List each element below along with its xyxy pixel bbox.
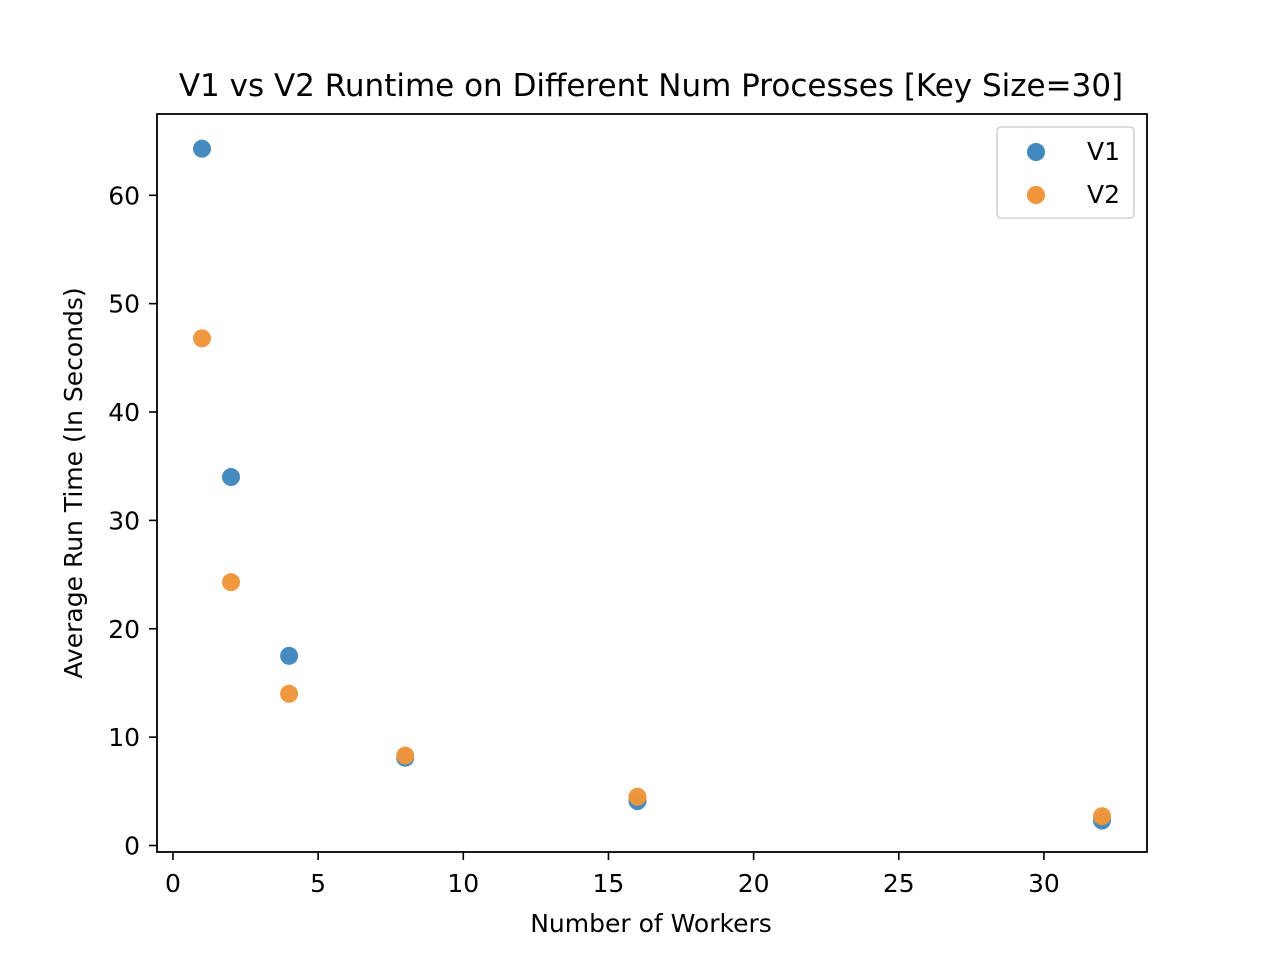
plot-area: 0 5 10 15 20 25 30 0 10 20 30 40 50 60 <box>108 113 1148 898</box>
legend-label-v1: V1 <box>1087 137 1120 166</box>
legend-marker-v2 <box>1027 186 1045 204</box>
data-point-v2 <box>280 684 299 703</box>
x-tick-label: 10 <box>447 869 479 898</box>
data-point-v1 <box>222 468 241 487</box>
x-tick-label: 5 <box>310 869 326 898</box>
x-axis-label: Number of Workers <box>530 909 772 938</box>
y-tick-label: 20 <box>108 615 140 644</box>
data-point-v2 <box>396 746 415 765</box>
legend-label-v2: V2 <box>1087 180 1120 209</box>
y-tick-label: 60 <box>108 181 140 210</box>
data-point-v2 <box>193 329 211 348</box>
x-tick-label: 20 <box>738 869 770 898</box>
data-point-v2 <box>628 787 647 806</box>
y-tick-label: 40 <box>108 398 140 427</box>
x-tick-label: 30 <box>1028 869 1060 898</box>
y-axis-label: Average Run Time (In Seconds) <box>59 287 88 678</box>
y-tick-label: 50 <box>108 290 140 319</box>
chart-title: V1 vs V2 Runtime on Different Num Proces… <box>179 68 1123 104</box>
data-point-v1 <box>280 646 299 665</box>
data-point-v1 <box>193 139 211 158</box>
series-v2 <box>193 329 1111 826</box>
data-point-v2 <box>222 573 241 592</box>
axes-frame <box>156 113 1148 853</box>
x-tick-label: 25 <box>883 869 915 898</box>
y-tick-label: 10 <box>108 723 140 752</box>
y-tick-label: 0 <box>124 831 140 860</box>
x-tick-label: 15 <box>593 869 625 898</box>
legend-marker-v1 <box>1027 143 1045 161</box>
y-tick-label: 30 <box>108 506 140 535</box>
x-tick-label: 0 <box>165 869 181 898</box>
data-point-v2 <box>1093 807 1111 826</box>
